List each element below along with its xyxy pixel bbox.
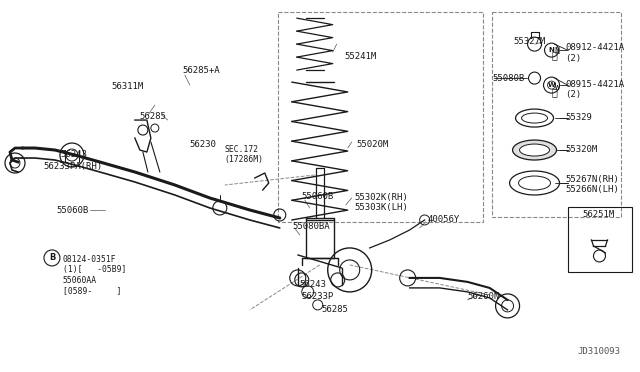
Text: 56243: 56243 [300,280,326,289]
Text: 08915-4421A
(2): 08915-4421A (2) [566,80,625,99]
Text: 56251M: 56251M [582,210,615,219]
Text: 55329: 55329 [566,113,593,122]
Text: 55060B: 55060B [301,192,334,201]
Text: 56243: 56243 [60,150,87,159]
Text: 55060B: 55060B [56,206,88,215]
Text: B: B [49,253,55,262]
Text: N: N [548,47,554,53]
Text: 55080B: 55080B [493,74,525,83]
Text: SEC.172
(17286M): SEC.172 (17286M) [225,145,264,164]
Text: 55327M: 55327M [513,37,546,46]
Bar [278,12,483,222]
Text: 56233PA(RH): 56233PA(RH) [43,162,102,171]
Text: 55320M: 55320M [566,145,598,154]
Text: JD310093: JD310093 [577,347,621,356]
Text: 55241M: 55241M [345,52,377,61]
Text: 40056Y: 40056Y [428,215,460,224]
Text: 55020M: 55020M [356,140,389,149]
Text: 55080BA: 55080BA [292,222,330,231]
Bar [568,207,632,272]
Text: 56285+A: 56285+A [183,66,220,75]
Ellipse shape [513,140,557,160]
Text: 56285: 56285 [322,305,349,314]
Bar [492,12,621,217]
Text: N: N [554,47,559,56]
Text: Ⓝ: Ⓝ [552,50,557,60]
Text: 55267N(RH)
55266N(LH): 55267N(RH) 55266N(LH) [566,175,620,195]
Ellipse shape [520,144,550,156]
Text: 56230: 56230 [190,140,217,149]
Text: 08124-0351F
(1)[   -05B9]
55060AA
[0589-     ]: 08124-0351F (1)[ -05B9] 55060AA [0589- ] [63,255,126,295]
Text: 56233P: 56233P [301,292,334,301]
Text: W: W [548,82,556,88]
Text: Ⓦ: Ⓦ [552,87,557,97]
Text: 56260N: 56260N [468,292,500,301]
Text: 56285: 56285 [140,112,167,121]
Text: W: W [554,83,559,92]
Text: 56311M: 56311M [112,82,144,91]
Text: 08912-4421A
(2): 08912-4421A (2) [566,43,625,62]
Text: 55302K(RH)
55303K(LH): 55302K(RH) 55303K(LH) [355,193,408,212]
